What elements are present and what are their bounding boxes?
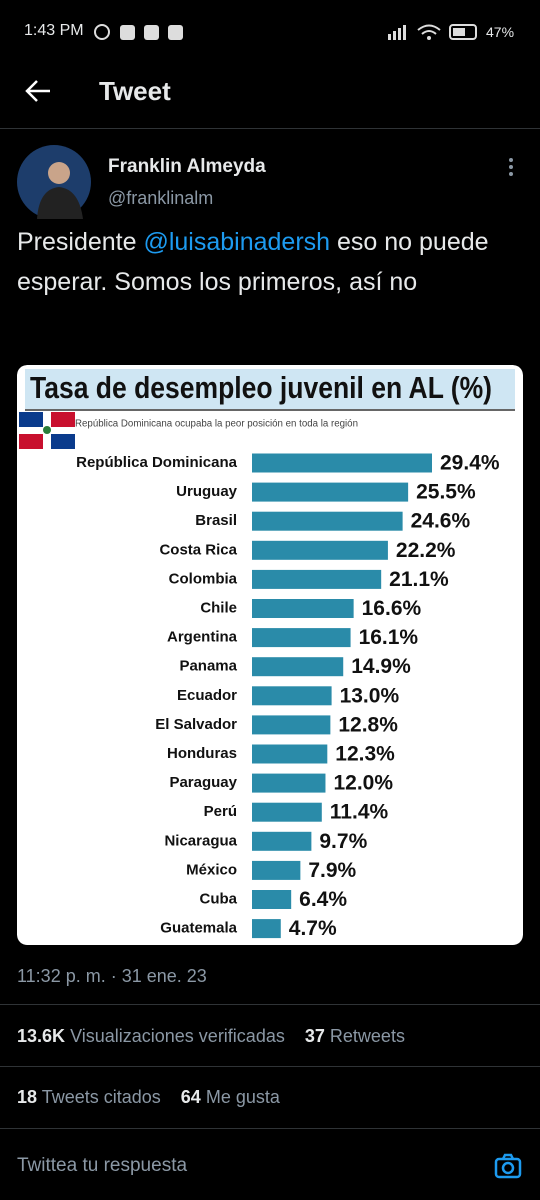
- category-label: Honduras: [167, 745, 237, 762]
- category-label: Chile: [200, 599, 237, 616]
- bar: [252, 511, 403, 531]
- timestamp: 11:32 p. m. · 31 ene. 23: [17, 966, 207, 986]
- title-band: [25, 369, 515, 409]
- category-label: Nicaragua: [164, 832, 237, 849]
- author-name[interactable]: Franklin Almeyda: [108, 156, 266, 177]
- tweet-text: Presidente @luisabinadersh eso no puede …: [17, 222, 517, 302]
- category-label: Brasil: [195, 512, 237, 529]
- stat-count: 64: [180, 1087, 201, 1107]
- divider: [0, 1128, 540, 1129]
- value-label: 21.1%: [389, 568, 449, 591]
- divider: [0, 128, 540, 129]
- stat-label: Me gusta: [205, 1087, 280, 1107]
- category-label: Paraguay: [169, 774, 237, 791]
- header-title: Tweet: [99, 76, 171, 106]
- category-label: Argentina: [167, 629, 238, 646]
- chart-background: [17, 365, 523, 945]
- stats-row: 13.6K Visualizaciones verificadas 37 Ret…: [17, 1026, 405, 1047]
- bar: [252, 482, 409, 502]
- bar: [252, 715, 331, 735]
- category-label: Perú: [204, 803, 237, 820]
- stat[interactable]: 13.6K Visualizaciones verificadas: [17, 1026, 285, 1046]
- value-label: 22.2%: [396, 539, 456, 562]
- value-label: 6.4%: [299, 888, 347, 911]
- bar: [252, 831, 312, 851]
- chart-subtitle: República Dominicana ocupaba la peor pos…: [75, 419, 358, 430]
- category-label: Cuba: [200, 890, 238, 907]
- category-label: Guatemala: [160, 920, 237, 937]
- stat-label: Visualizaciones verificadas: [70, 1026, 285, 1046]
- value-label: 14.9%: [351, 655, 411, 678]
- chart: Tasa de desempleo juvenil en AL (%) Repú…: [17, 365, 523, 945]
- stat-count: 18: [17, 1087, 38, 1107]
- category-label: El Salvador: [155, 716, 237, 733]
- value-label: 12.3%: [335, 743, 395, 766]
- status-time: 1:43 PM: [24, 22, 84, 39]
- value-label: 16.1%: [359, 626, 419, 649]
- stat-count: 13.6K: [17, 1026, 66, 1046]
- bar: [252, 686, 332, 706]
- tweet-text-part: eso no puede esperar. Somos los primeros…: [17, 228, 496, 296]
- battery-level: 47%: [486, 24, 515, 40]
- status-icons: [94, 24, 183, 40]
- stat[interactable]: 18 Tweets citados: [17, 1087, 161, 1107]
- category-label: Costa Rica: [159, 541, 237, 558]
- value-label: 12.0%: [333, 772, 393, 795]
- divider: [0, 1004, 540, 1005]
- stat-count: 37: [304, 1026, 325, 1046]
- bar: [252, 569, 382, 589]
- value-label: 24.6%: [411, 510, 471, 533]
- stat-label: Retweets: [329, 1026, 405, 1046]
- author-handle[interactable]: @franklinalm: [108, 188, 214, 208]
- bar: [252, 540, 388, 560]
- value-label: 11.4%: [330, 801, 389, 824]
- camera-button[interactable]: [494, 1153, 522, 1179]
- mention[interactable]: @luisabinadersh: [143, 228, 331, 256]
- category-label: Uruguay: [176, 483, 238, 500]
- value-label: 7.9%: [308, 859, 356, 882]
- bar: [252, 802, 322, 822]
- back-button[interactable]: [24, 78, 52, 104]
- value-label: 12.8%: [338, 713, 398, 736]
- value-label: 25.5%: [416, 481, 476, 504]
- reply-input[interactable]: Twittea tu respuesta: [17, 1155, 188, 1176]
- stat[interactable]: 64 Me gusta: [181, 1087, 280, 1107]
- bar: [252, 919, 281, 939]
- more-options[interactable]: [507, 157, 515, 179]
- value-label: 4.7%: [289, 917, 337, 940]
- value-label: 9.7%: [319, 830, 367, 853]
- stat[interactable]: 37 Retweets: [305, 1026, 405, 1046]
- bar: [252, 773, 326, 793]
- status-right-icons: [388, 24, 477, 40]
- category-label: Ecuador: [177, 687, 237, 704]
- bar: [252, 453, 432, 473]
- category-label: México: [186, 861, 237, 878]
- category-label: Panama: [179, 658, 237, 675]
- bar: [252, 628, 351, 648]
- divider: [0, 1066, 540, 1067]
- tweet-text-part: Presidente: [17, 228, 144, 256]
- bar: [252, 860, 301, 880]
- bar: [252, 657, 344, 677]
- value-label: 13.0%: [340, 684, 400, 707]
- stats-row: 18 Tweets citados 64 Me gusta: [17, 1087, 280, 1108]
- value-label: 16.6%: [362, 597, 422, 620]
- category-label: República Dominicana: [76, 454, 238, 471]
- bar: [252, 744, 328, 764]
- value-label: 29.4%: [440, 452, 500, 475]
- stat-label: Tweets citados: [41, 1087, 161, 1107]
- bar: [252, 599, 354, 618]
- avatar[interactable]: [17, 145, 91, 219]
- flag: [19, 412, 75, 449]
- chart-title: Tasa de desempleo juvenil en AL (%): [30, 370, 492, 405]
- bar: [252, 890, 292, 909]
- category-label: Colombia: [169, 570, 238, 587]
